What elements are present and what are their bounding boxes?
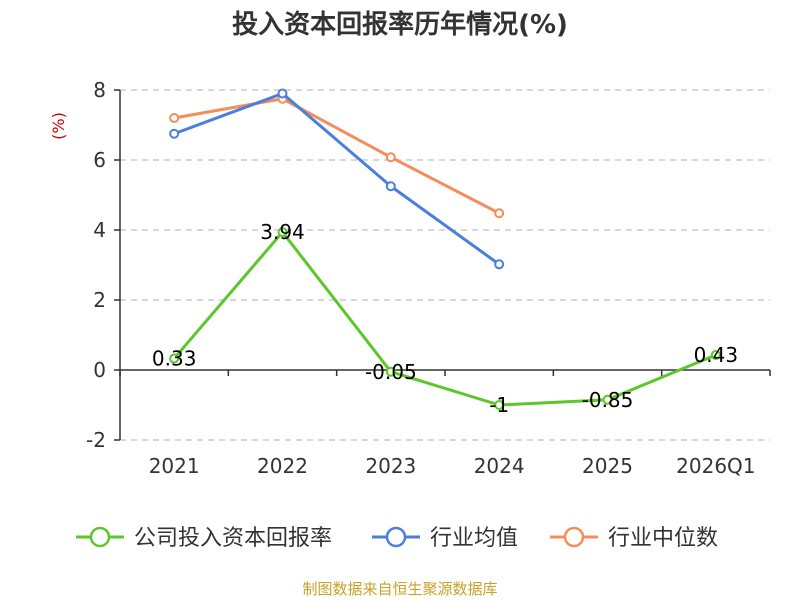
legend: 公司投入资本回报率 行业均值 行业中位数	[76, 526, 718, 551]
data-point	[494, 208, 505, 219]
legend-marker	[89, 526, 111, 548]
data-point	[710, 349, 721, 360]
x-tick-label: 2023	[365, 454, 416, 478]
data-label: -0.05	[365, 360, 417, 384]
gridlines	[120, 89, 770, 441]
axes: -2 0 2 4 6 8 2021 2022 2023 2024 2025 2026Q1 (%)	[49, 78, 771, 478]
source-note: 制图数据来自恒生聚源数据库	[302, 580, 498, 598]
legend-label: 行业中位数	[608, 526, 718, 551]
data-point	[602, 394, 613, 405]
x-tick-label: 2022	[257, 454, 308, 478]
series-lines	[169, 88, 721, 410]
data-point	[385, 366, 396, 377]
legend-label: 行业均值	[430, 526, 518, 551]
legend-marker	[385, 526, 407, 548]
y-axis-label: (%)	[49, 112, 68, 140]
y-tick-label: -2	[86, 428, 106, 452]
y-tick-label: 4	[93, 218, 106, 242]
data-label: -1	[489, 393, 509, 417]
x-tick-label: 2026Q1	[676, 454, 755, 478]
y-tick-label: 8	[93, 78, 106, 102]
x-tick-label: 2025	[582, 454, 633, 478]
data-point	[169, 353, 180, 364]
x-tick-label: 2024	[474, 454, 525, 478]
data-point	[494, 259, 505, 270]
data-point	[494, 400, 505, 410]
legend-label: 公司投入资本回报率	[134, 526, 332, 551]
y-tick-label: 2	[93, 288, 106, 312]
data-label: 3.94	[260, 220, 305, 244]
data-point	[277, 227, 288, 238]
data-point	[385, 152, 396, 163]
data-labels: 0.33 3.94 -0.05 -1 -0.85 0.43	[152, 220, 738, 417]
chart-title: 投入资本回报率历年情况(%)	[232, 10, 568, 40]
data-point	[385, 181, 396, 192]
data-point	[169, 128, 180, 139]
series-line	[173, 92, 501, 266]
y-tick-label: 6	[93, 148, 106, 172]
legend-marker	[563, 526, 585, 548]
data-label: 0.43	[694, 343, 739, 367]
x-tick-label: 2021	[149, 454, 200, 478]
series-line	[173, 230, 717, 407]
series-line	[173, 97, 500, 215]
y-tick-label: 0	[93, 358, 106, 382]
data-label: -0.85	[582, 388, 634, 412]
data-label: 0.33	[152, 346, 197, 370]
data-point	[277, 88, 288, 99]
data-point	[169, 113, 180, 123]
